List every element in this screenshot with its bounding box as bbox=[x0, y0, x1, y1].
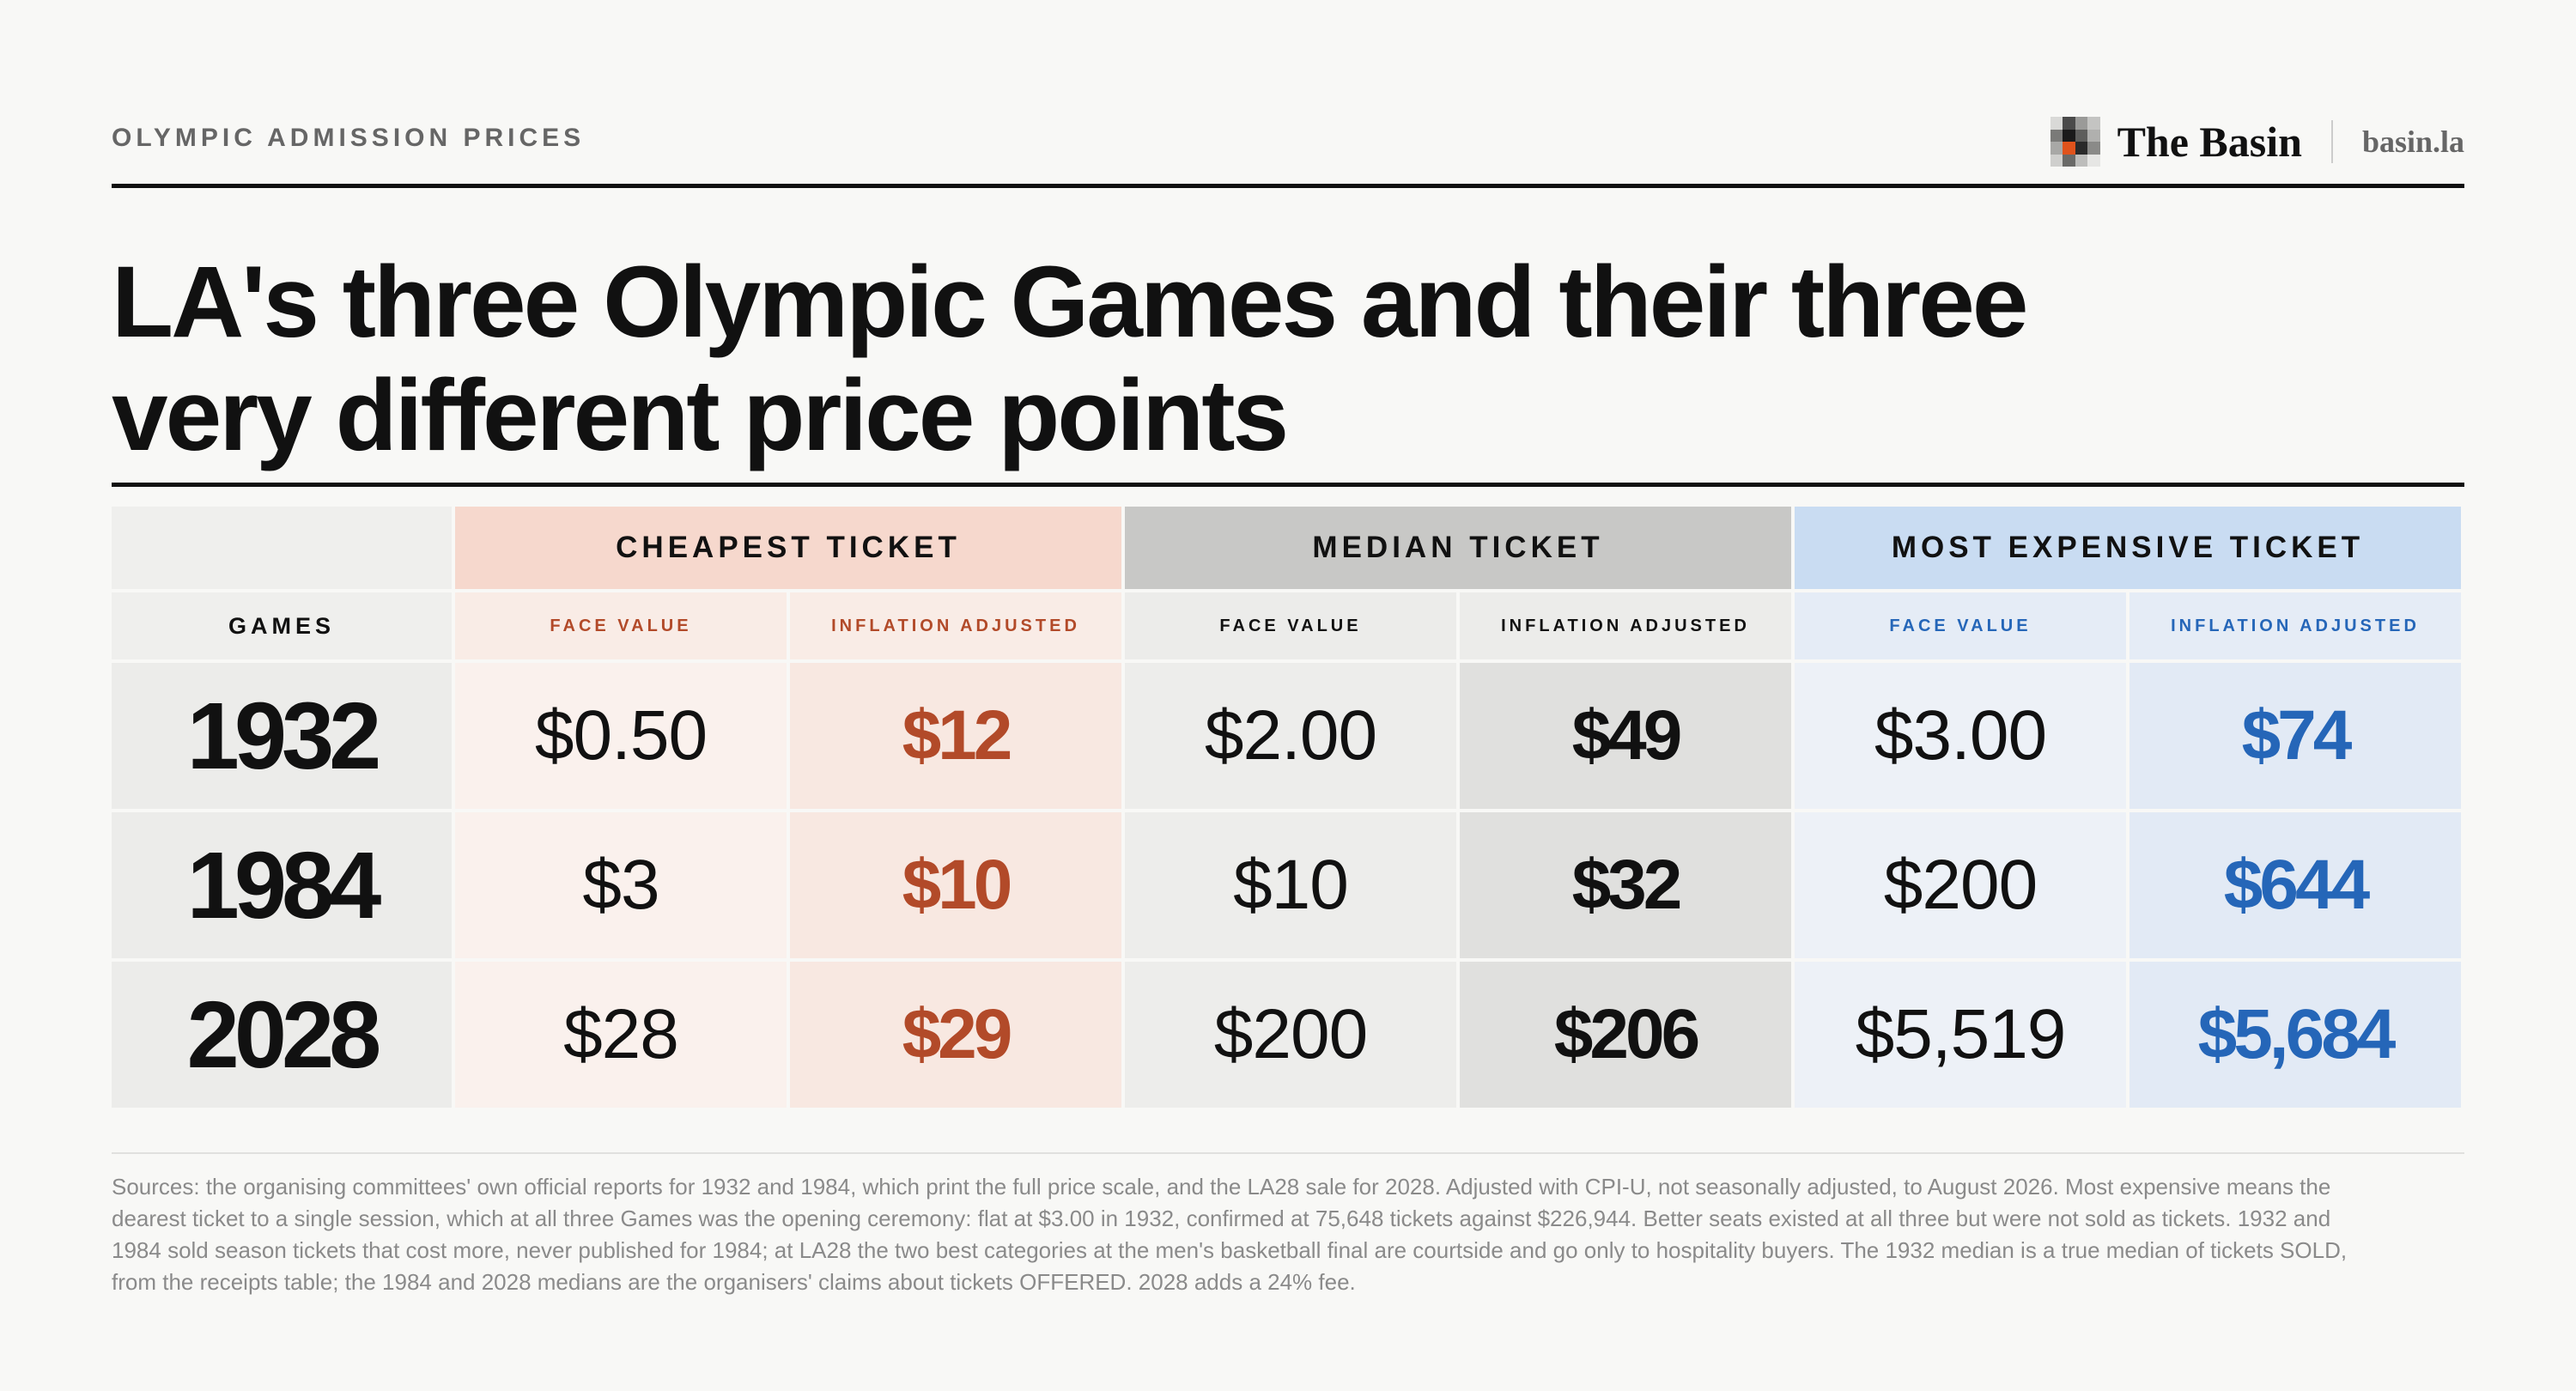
median-face-cell: $10 bbox=[1125, 812, 1456, 958]
group-header-median: MEDIAN TICKET bbox=[1125, 507, 1791, 589]
subheader-median-adjusted: INFLATION ADJUSTED bbox=[1460, 592, 1791, 659]
games-year-cell: 1932 bbox=[112, 663, 452, 809]
median-face-cell: $200 bbox=[1125, 962, 1456, 1108]
brand-url[interactable]: basin.la bbox=[2361, 125, 2464, 159]
most-expensive-adjusted-cell: $5,684 bbox=[2129, 962, 2461, 1108]
brand: The Basin basin.la bbox=[2050, 112, 2464, 172]
most-expensive-face-cell: $3.00 bbox=[1795, 663, 2126, 809]
games-year-cell: 2028 bbox=[112, 962, 452, 1108]
subheader-median-face: FACE VALUE bbox=[1125, 592, 1456, 659]
brand-divider bbox=[2330, 120, 2333, 163]
cheapest-adjusted-cell: $29 bbox=[790, 962, 1121, 1108]
brand-logo-icon bbox=[2050, 117, 2100, 167]
cheapest-adjusted-cell: $10 bbox=[790, 812, 1121, 958]
median-adjusted-cell: $32 bbox=[1460, 812, 1791, 958]
subheader-cheapest-face: FACE VALUE bbox=[455, 592, 787, 659]
subheader-most-expensive-adjusted: INFLATION ADJUSTED bbox=[2129, 592, 2461, 659]
subheader-cheapest-adjusted: INFLATION ADJUSTED bbox=[790, 592, 1121, 659]
group-header-most-expensive: MOST EXPENSIVE TICKET bbox=[1795, 507, 2461, 589]
most-expensive-adjusted-cell: $74 bbox=[2129, 663, 2461, 809]
games-header: GAMES bbox=[112, 592, 452, 659]
most-expensive-adjusted-cell: $644 bbox=[2129, 812, 2461, 958]
sources-note: Sources: the organising committees' own … bbox=[112, 1174, 2348, 1295]
median-adjusted-cell: $49 bbox=[1460, 663, 1791, 809]
brand-name: The Basin bbox=[2117, 118, 2302, 166]
most-expensive-face-cell: $5,519 bbox=[1795, 962, 2126, 1108]
group-header-cheapest: CHEAPEST TICKET bbox=[455, 507, 1121, 589]
cheapest-face-cell: $3 bbox=[455, 812, 787, 958]
corner-cell bbox=[112, 507, 452, 589]
cheapest-adjusted-cell: $12 bbox=[790, 663, 1121, 809]
price-table: CHEAPEST TICKET MEDIAN TICKET MOST EXPEN… bbox=[112, 507, 2464, 1108]
kicker: OLYMPIC ADMISSION PRICES bbox=[112, 124, 586, 152]
cheapest-face-cell: $0.50 bbox=[455, 663, 787, 809]
cheapest-face-cell: $28 bbox=[455, 962, 787, 1108]
sources-divider bbox=[112, 1152, 2464, 1154]
header-rule bbox=[112, 184, 2464, 188]
median-face-cell: $2.00 bbox=[1125, 663, 1456, 809]
most-expensive-face-cell: $200 bbox=[1795, 812, 2126, 958]
title-rule bbox=[112, 483, 2464, 487]
header: OLYMPIC ADMISSION PRICES The Basin basin… bbox=[112, 103, 2464, 189]
games-year-cell: 1984 bbox=[112, 812, 452, 958]
page-title: LA's three Olympic Games and their three… bbox=[112, 246, 2028, 472]
subheader-most-expensive-face: FACE VALUE bbox=[1795, 592, 2126, 659]
median-adjusted-cell: $206 bbox=[1460, 962, 1791, 1108]
